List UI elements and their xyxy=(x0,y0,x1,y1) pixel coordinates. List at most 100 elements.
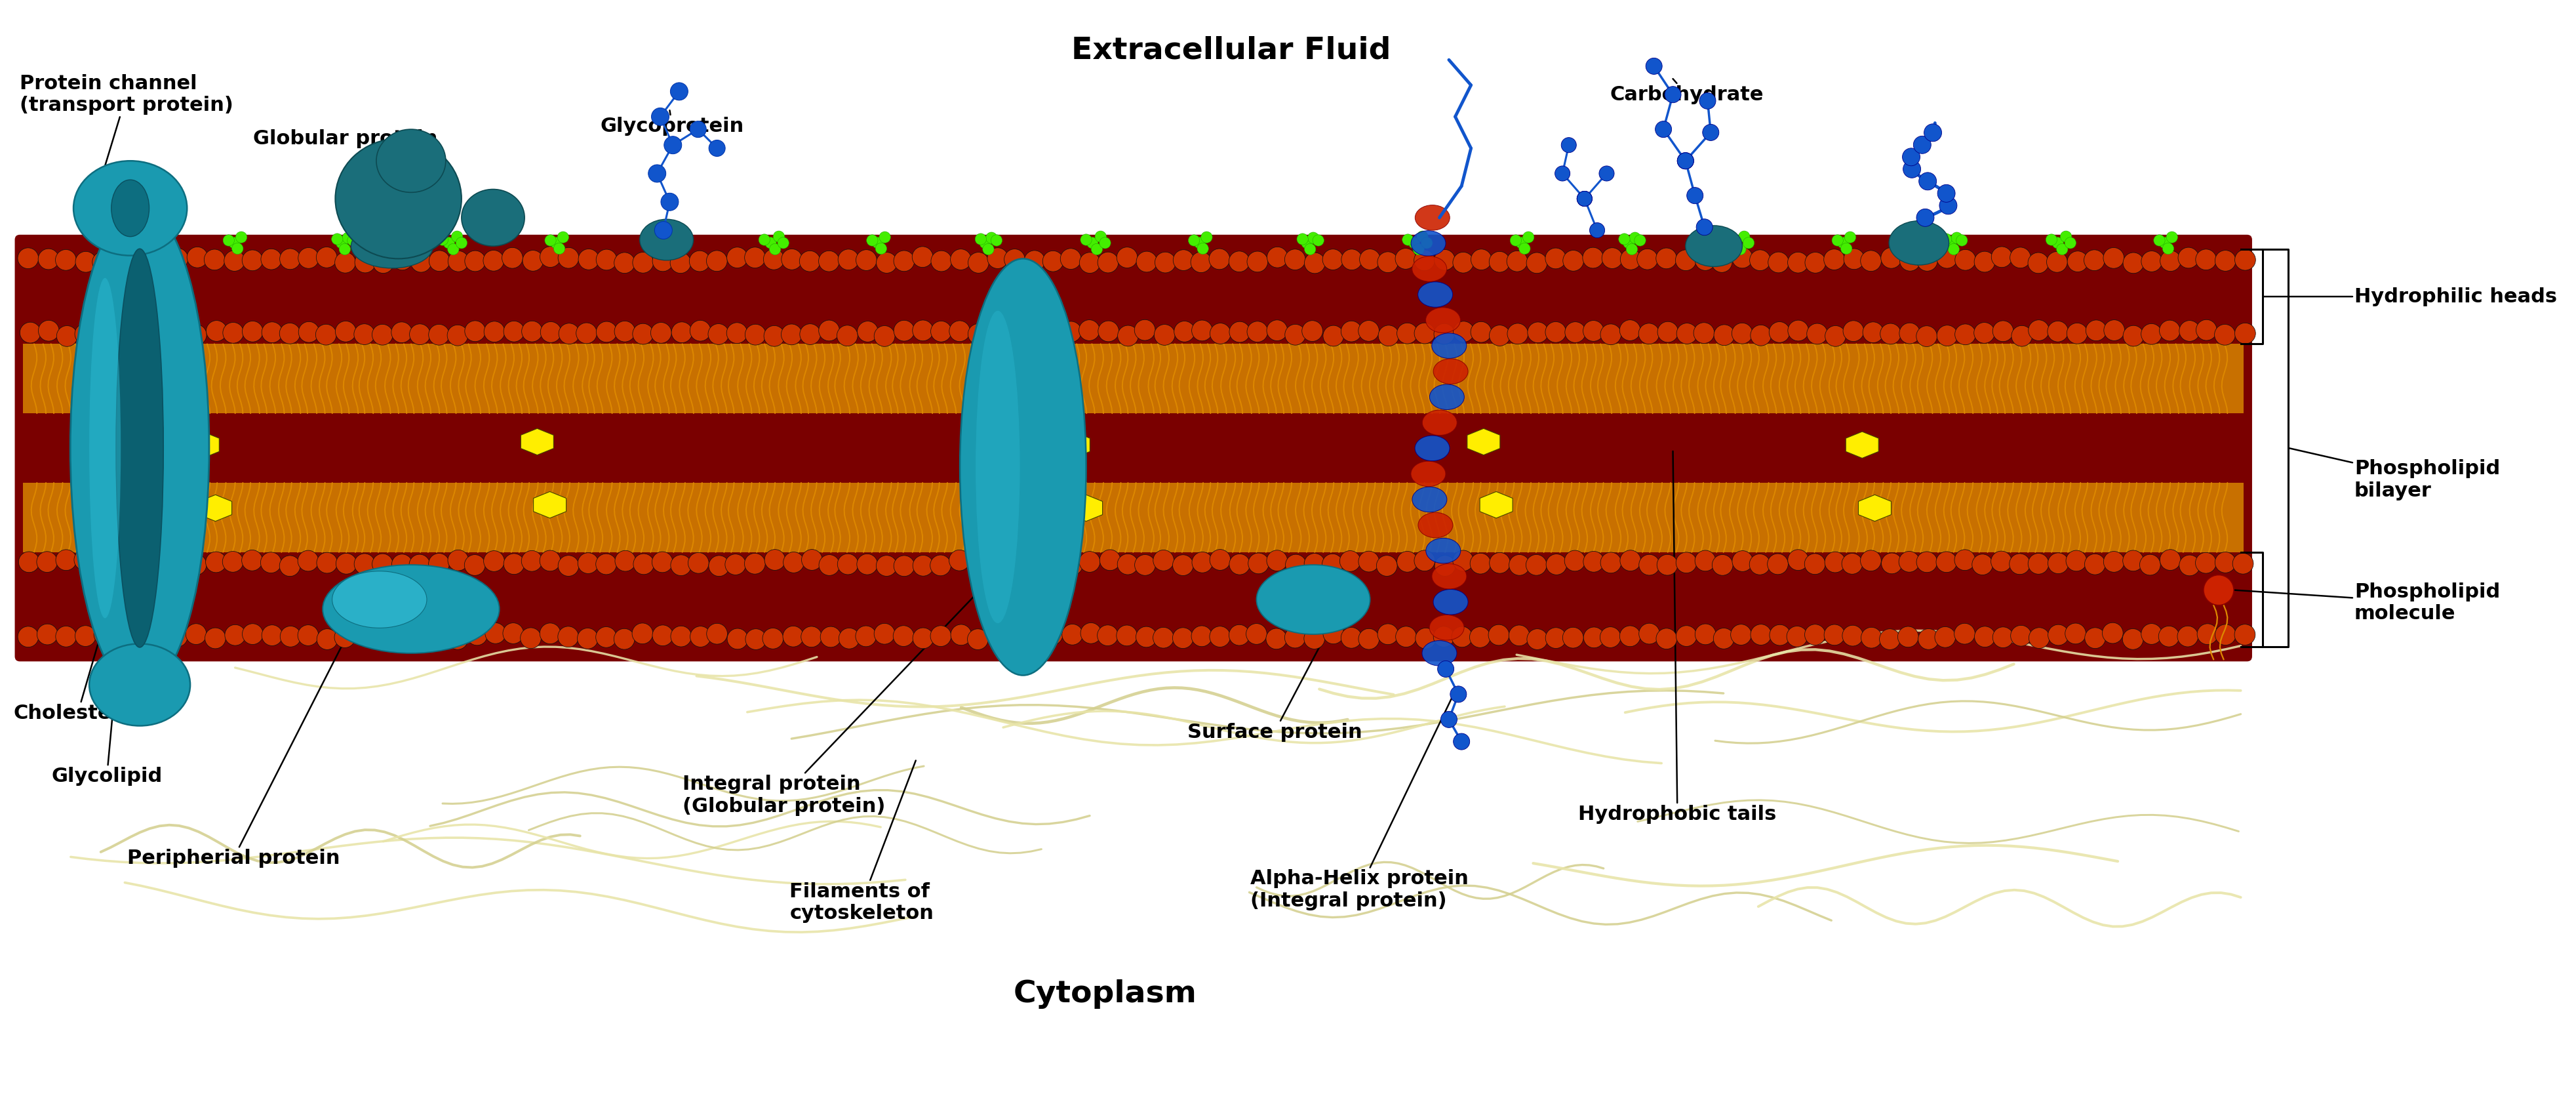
Text: Integral protein
(Globular protein): Integral protein (Globular protein) xyxy=(683,564,1005,816)
Circle shape xyxy=(1208,249,1229,270)
Circle shape xyxy=(631,623,652,644)
Circle shape xyxy=(2009,553,2030,574)
Circle shape xyxy=(2123,629,2143,649)
Circle shape xyxy=(224,234,234,246)
Circle shape xyxy=(1208,626,1231,647)
Ellipse shape xyxy=(1412,231,1445,256)
Circle shape xyxy=(167,626,188,647)
Circle shape xyxy=(1247,624,1267,645)
Circle shape xyxy=(484,321,505,342)
Circle shape xyxy=(278,323,301,344)
Ellipse shape xyxy=(111,179,149,236)
Circle shape xyxy=(659,243,672,255)
Circle shape xyxy=(930,251,951,272)
Circle shape xyxy=(206,320,227,341)
Text: Phospholipid
molecule: Phospholipid molecule xyxy=(2233,582,2499,624)
Circle shape xyxy=(2123,253,2143,274)
Circle shape xyxy=(2066,323,2087,344)
Text: Alpha-Helix protein
(Integral protein): Alpha-Helix protein (Integral protein) xyxy=(1249,697,1468,911)
Circle shape xyxy=(762,249,783,270)
Circle shape xyxy=(149,629,170,650)
Circle shape xyxy=(371,553,394,574)
Circle shape xyxy=(410,323,430,344)
Circle shape xyxy=(1079,234,1092,245)
Circle shape xyxy=(1193,552,1213,573)
Circle shape xyxy=(1303,243,1316,255)
Circle shape xyxy=(1546,321,1566,342)
Circle shape xyxy=(1023,323,1043,344)
Circle shape xyxy=(634,252,654,273)
Circle shape xyxy=(1803,553,1824,574)
Circle shape xyxy=(595,250,616,271)
Circle shape xyxy=(484,250,505,271)
Circle shape xyxy=(876,243,886,254)
Circle shape xyxy=(1151,627,1175,648)
Circle shape xyxy=(866,234,878,246)
Circle shape xyxy=(229,238,240,249)
Circle shape xyxy=(1267,550,1288,571)
Circle shape xyxy=(1731,551,1752,572)
Circle shape xyxy=(1656,554,1677,575)
Circle shape xyxy=(801,549,822,570)
Circle shape xyxy=(1208,549,1231,570)
Circle shape xyxy=(2215,625,2236,646)
Circle shape xyxy=(1409,238,1419,249)
Circle shape xyxy=(657,238,670,249)
Circle shape xyxy=(464,321,484,341)
Circle shape xyxy=(1340,321,1363,342)
Circle shape xyxy=(57,326,77,346)
Circle shape xyxy=(2138,554,2159,575)
Circle shape xyxy=(1303,253,1324,274)
Circle shape xyxy=(1321,553,1342,574)
Ellipse shape xyxy=(1685,225,1741,266)
Circle shape xyxy=(1061,249,1082,270)
Circle shape xyxy=(1914,136,1929,154)
Circle shape xyxy=(1620,550,1641,571)
Circle shape xyxy=(912,246,933,267)
Circle shape xyxy=(93,624,113,645)
Circle shape xyxy=(2027,628,2048,648)
Circle shape xyxy=(724,554,744,575)
FancyBboxPatch shape xyxy=(23,344,2244,414)
Circle shape xyxy=(912,628,933,649)
Circle shape xyxy=(451,231,464,242)
Circle shape xyxy=(353,626,374,647)
Circle shape xyxy=(773,231,783,242)
Circle shape xyxy=(1453,252,1473,273)
Ellipse shape xyxy=(1430,384,1463,409)
Circle shape xyxy=(659,192,677,211)
Circle shape xyxy=(2166,232,2177,243)
Circle shape xyxy=(670,234,680,246)
Circle shape xyxy=(1842,625,1862,646)
Circle shape xyxy=(1522,232,1533,243)
Circle shape xyxy=(137,310,149,321)
Circle shape xyxy=(2202,575,2233,605)
Circle shape xyxy=(410,623,430,644)
Circle shape xyxy=(260,249,281,270)
Circle shape xyxy=(654,221,672,239)
Circle shape xyxy=(36,551,57,572)
Circle shape xyxy=(690,626,711,647)
Circle shape xyxy=(1414,322,1435,343)
Circle shape xyxy=(1095,231,1105,242)
Ellipse shape xyxy=(1412,256,1448,282)
Circle shape xyxy=(134,238,144,249)
Circle shape xyxy=(1172,628,1193,648)
Circle shape xyxy=(1229,625,1249,646)
Circle shape xyxy=(2177,248,2197,268)
Circle shape xyxy=(1285,324,1306,345)
Circle shape xyxy=(2027,553,2048,574)
Circle shape xyxy=(670,554,690,575)
Circle shape xyxy=(1564,322,1584,343)
Circle shape xyxy=(1489,326,1510,345)
Circle shape xyxy=(781,249,801,270)
Circle shape xyxy=(1043,251,1064,272)
Circle shape xyxy=(1453,321,1473,342)
Circle shape xyxy=(1577,191,1592,207)
Circle shape xyxy=(484,623,505,644)
Circle shape xyxy=(1623,238,1633,249)
Circle shape xyxy=(1396,551,1417,572)
Circle shape xyxy=(744,324,765,345)
Circle shape xyxy=(1247,553,1267,574)
Circle shape xyxy=(1043,556,1064,576)
